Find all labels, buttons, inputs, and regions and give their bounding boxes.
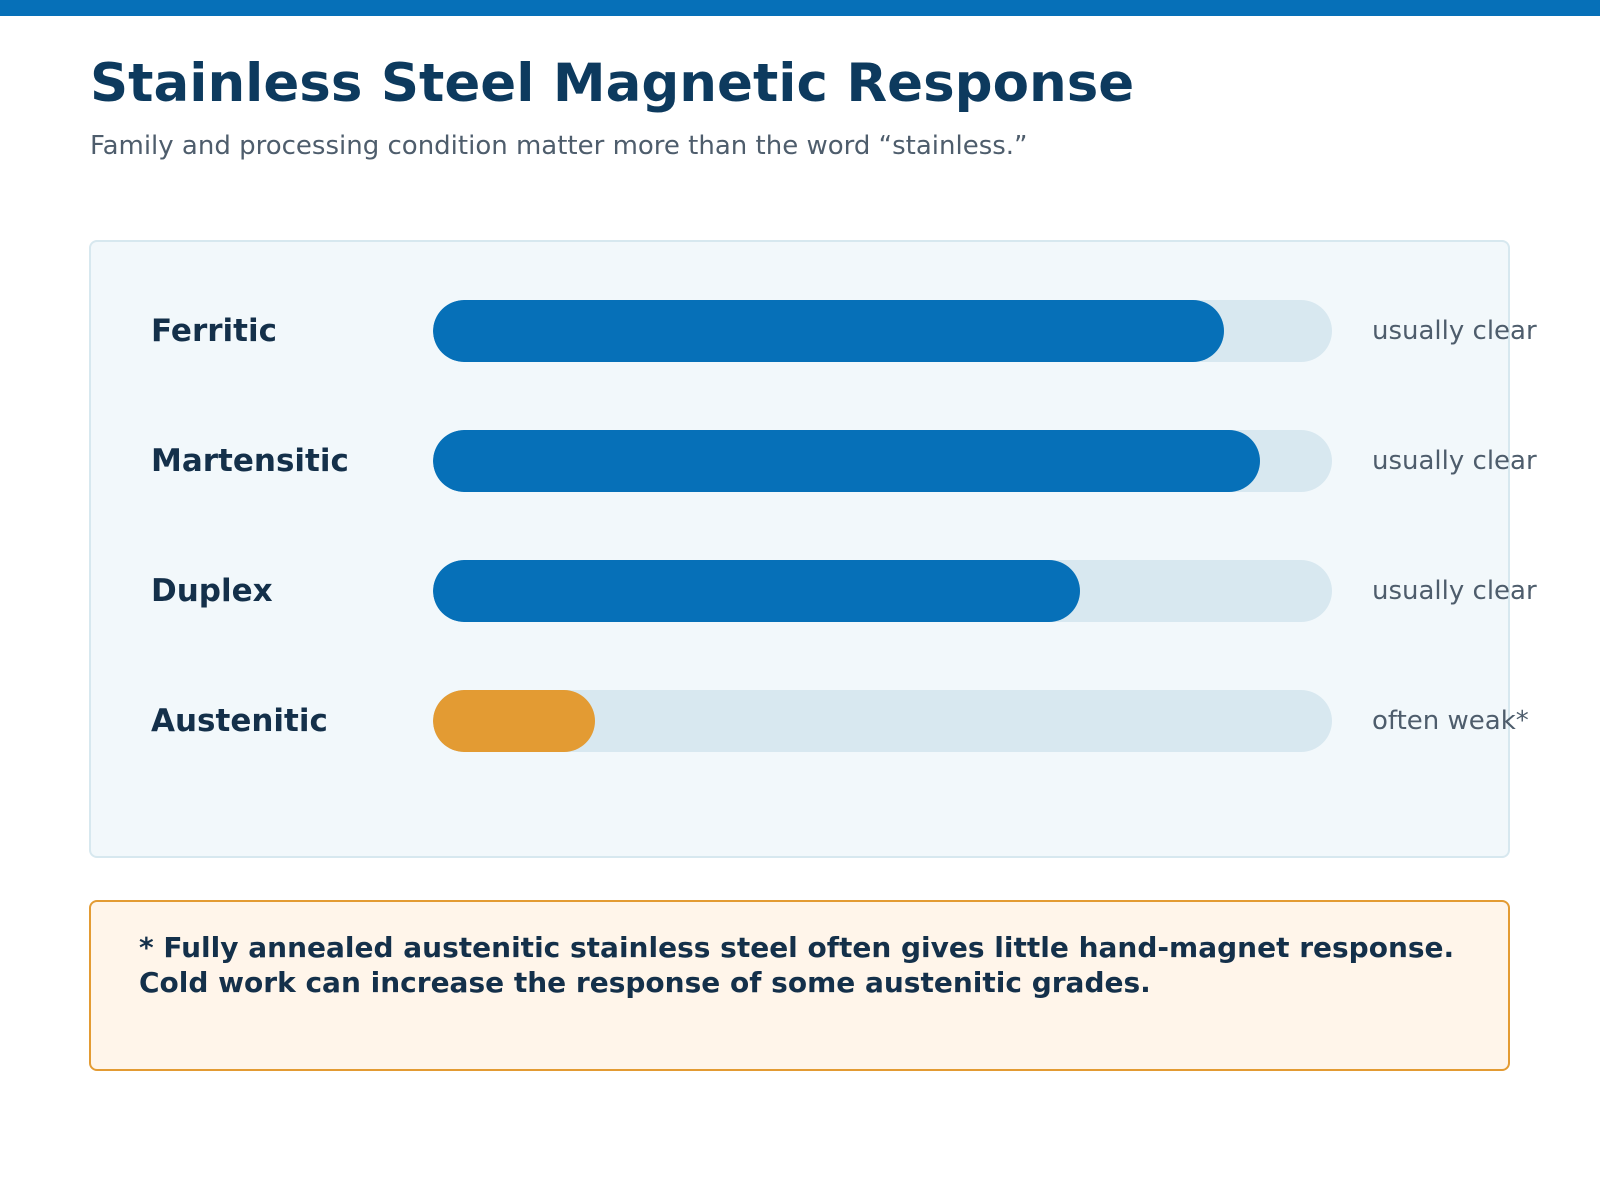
bar-chart-panel: Ferritic usually clear Martensitic usually …	[89, 240, 1537, 858]
status-label-martensitic: usually clear	[1372, 446, 1537, 476]
bar-track-austenitic	[433, 690, 1332, 752]
footnote-panel: * Fully annealed austenitic stainless st…	[89, 900, 1510, 1071]
chart-row-martensitic: Martensitic usually clear	[91, 430, 1537, 492]
bar-martensitic	[433, 430, 1260, 492]
top-accent-bar	[0, 0, 1600, 16]
chart-row-austenitic: Austenitic often weak*	[91, 690, 1529, 752]
bar-track-ferritic	[433, 300, 1332, 362]
status-label-ferritic: usually clear	[1372, 316, 1537, 346]
bar-track-duplex	[433, 560, 1332, 622]
bar-austenitic	[433, 690, 595, 752]
category-label-austenitic: Austenitic	[151, 703, 328, 739]
page-title: Stainless Steel Magnetic Response	[90, 53, 1135, 114]
bar-ferritic	[433, 300, 1224, 362]
category-label-martensitic: Martensitic	[151, 443, 349, 479]
status-label-austenitic: often weak*	[1372, 706, 1529, 736]
category-label-ferritic: Ferritic	[151, 313, 277, 349]
footnote-line-1: * Fully annealed austenitic stainless st…	[139, 931, 1455, 964]
bar-track-martensitic	[433, 430, 1332, 492]
chart-row-duplex: Duplex usually clear	[91, 560, 1537, 622]
footnote-line-2: Cold work can increase the response of s…	[139, 966, 1151, 999]
category-label-duplex: Duplex	[151, 573, 273, 609]
bar-duplex	[433, 560, 1080, 622]
status-label-duplex: usually clear	[1372, 576, 1537, 606]
chart-row-ferritic: Ferritic usually clear	[91, 300, 1537, 362]
page-subtitle: Family and processing condition matter m…	[90, 131, 1028, 161]
